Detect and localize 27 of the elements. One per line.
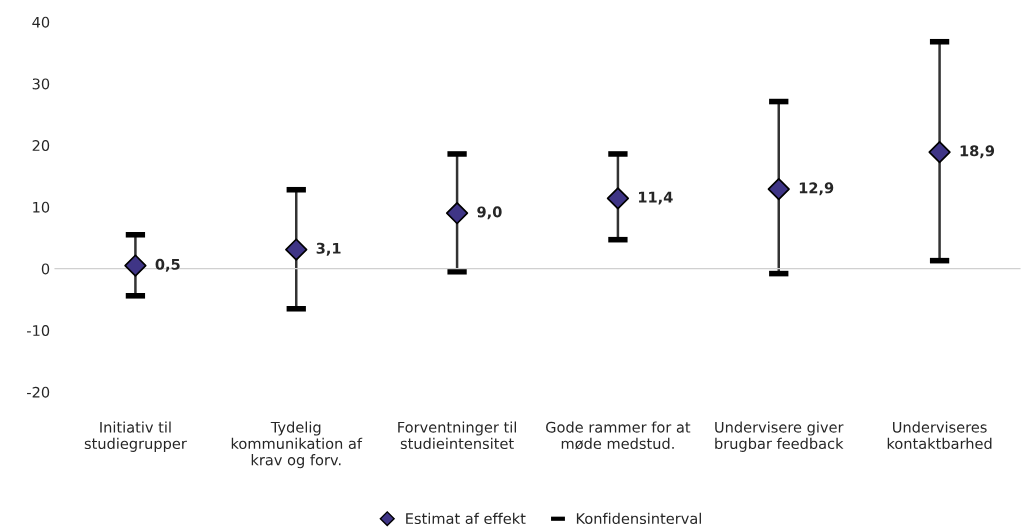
y-tick-label: 20 xyxy=(32,140,50,152)
text: Konfidensinterval xyxy=(576,512,701,525)
point xyxy=(767,177,790,201)
data-label: 18,9 xyxy=(960,145,995,159)
legend-label: Estimat af effekt xyxy=(406,512,526,525)
x-tick-label: Undervisere giver brugbar feedback xyxy=(715,421,844,452)
data-label: 12,9 xyxy=(799,182,834,196)
x-tick-label: Gode rammer for at møde medstud. xyxy=(546,421,691,450)
point xyxy=(285,238,308,261)
y-tick-label: 40 xyxy=(32,16,50,28)
data-label: 9,0 xyxy=(477,206,502,220)
y-tick-label: 10 xyxy=(33,201,50,213)
data-label: 0,5 xyxy=(155,258,180,272)
point xyxy=(928,140,951,164)
y-tick-label: 0 xyxy=(41,263,50,275)
x-tick-label: Forventninger til studieintensitet xyxy=(398,421,516,450)
point xyxy=(124,254,147,277)
y-tick-label: 30 xyxy=(32,78,50,90)
y-tick-label: -10 xyxy=(27,325,50,337)
x-tick-label: Tydelig kommunikation af krav og forv. xyxy=(231,421,363,469)
x-tick-label: Underviseres kontaktbarhed xyxy=(887,421,992,450)
x-tick-label: Initiativ til studiegrupper xyxy=(84,421,187,452)
point xyxy=(445,202,469,225)
data-label: 11,4 xyxy=(639,191,673,205)
y-tick-label: -20 xyxy=(27,386,50,398)
point xyxy=(606,187,630,210)
data-label: 3,1 xyxy=(316,242,341,256)
